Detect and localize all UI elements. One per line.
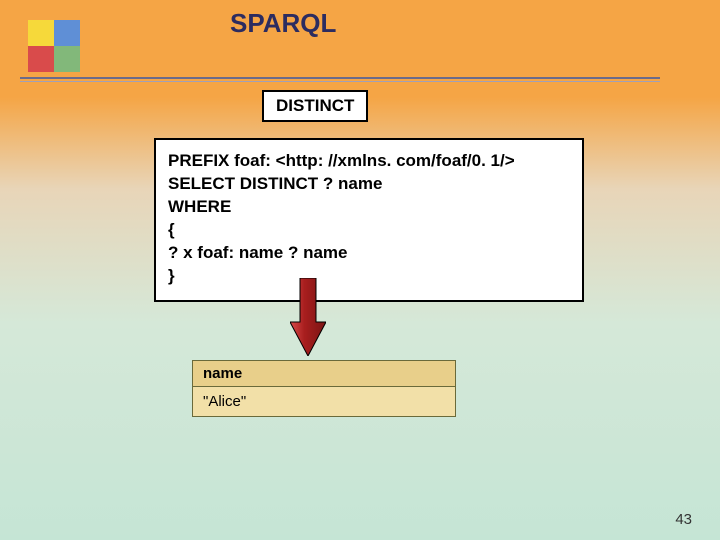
logo-square-3 (28, 46, 54, 72)
logo-square-1 (28, 20, 54, 46)
result-header: name (192, 360, 456, 387)
query-line: WHERE (168, 196, 570, 219)
page-number: 43 (675, 511, 692, 528)
query-line: { (168, 219, 570, 242)
title-underline-2 (20, 81, 660, 82)
keyword-box: DISTINCT (262, 90, 368, 122)
result-table: name "Alice" (192, 360, 456, 417)
page-title: SPARQL (230, 8, 336, 39)
logo-square-2 (54, 20, 80, 46)
query-line: PREFIX foaf: <http: //xmlns. com/foaf/0.… (168, 150, 570, 173)
query-line: } (168, 265, 570, 288)
logo-bullet (28, 20, 88, 80)
arrow-down-icon (290, 278, 326, 356)
sparql-query-box: PREFIX foaf: <http: //xmlns. com/foaf/0.… (154, 138, 584, 302)
result-row: "Alice" (192, 387, 456, 417)
query-line: ? x foaf: name ? name (168, 242, 570, 265)
logo-square-4 (54, 46, 80, 72)
title-underline (20, 77, 660, 79)
query-line: SELECT DISTINCT ? name (168, 173, 570, 196)
